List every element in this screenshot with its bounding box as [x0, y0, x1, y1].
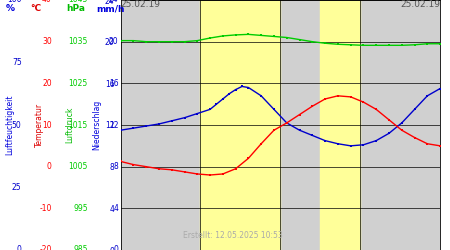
Text: Temperatur: Temperatur: [35, 103, 44, 147]
Text: -20: -20: [40, 246, 52, 250]
Text: 12: 12: [109, 120, 118, 130]
Text: hPa: hPa: [67, 4, 86, 13]
Text: 0: 0: [17, 246, 22, 250]
Text: 75: 75: [12, 58, 22, 67]
Text: 20: 20: [42, 79, 52, 88]
Text: 20: 20: [109, 37, 118, 46]
Text: Erstellt: 12.05.2025 10:53: Erstellt: 12.05.2025 10:53: [183, 231, 282, 240]
Text: 8: 8: [113, 162, 118, 171]
Text: °C: °C: [31, 4, 42, 13]
Text: Luftdruck: Luftdruck: [65, 107, 74, 143]
Text: 985: 985: [73, 246, 88, 250]
Text: 24: 24: [109, 0, 118, 4]
Text: 1015: 1015: [68, 120, 88, 130]
Text: 4: 4: [113, 204, 118, 213]
Text: Niederschlag: Niederschlag: [92, 100, 101, 150]
Text: 1025: 1025: [68, 79, 88, 88]
Text: -10: -10: [40, 204, 52, 213]
Text: 25.02.19: 25.02.19: [121, 0, 161, 9]
Text: 1045: 1045: [68, 0, 88, 4]
Text: 0: 0: [47, 162, 52, 171]
Text: 30: 30: [42, 37, 52, 46]
Text: 1035: 1035: [68, 37, 88, 46]
Text: mm/h: mm/h: [96, 4, 124, 13]
Text: 100: 100: [7, 0, 22, 4]
Text: 40: 40: [42, 0, 52, 4]
Text: 25: 25: [12, 183, 22, 192]
Text: Luftfeuchtigkeit: Luftfeuchtigkeit: [5, 95, 14, 155]
Text: 1005: 1005: [68, 162, 88, 171]
Bar: [320, 0, 360, 250]
Text: 25.02.19: 25.02.19: [400, 0, 440, 9]
Text: 50: 50: [12, 120, 22, 130]
Text: 0: 0: [113, 246, 118, 250]
Bar: [201, 0, 280, 250]
Text: %: %: [5, 4, 14, 13]
Text: 10: 10: [42, 120, 52, 130]
Text: 995: 995: [73, 204, 88, 213]
Text: 16: 16: [109, 79, 118, 88]
